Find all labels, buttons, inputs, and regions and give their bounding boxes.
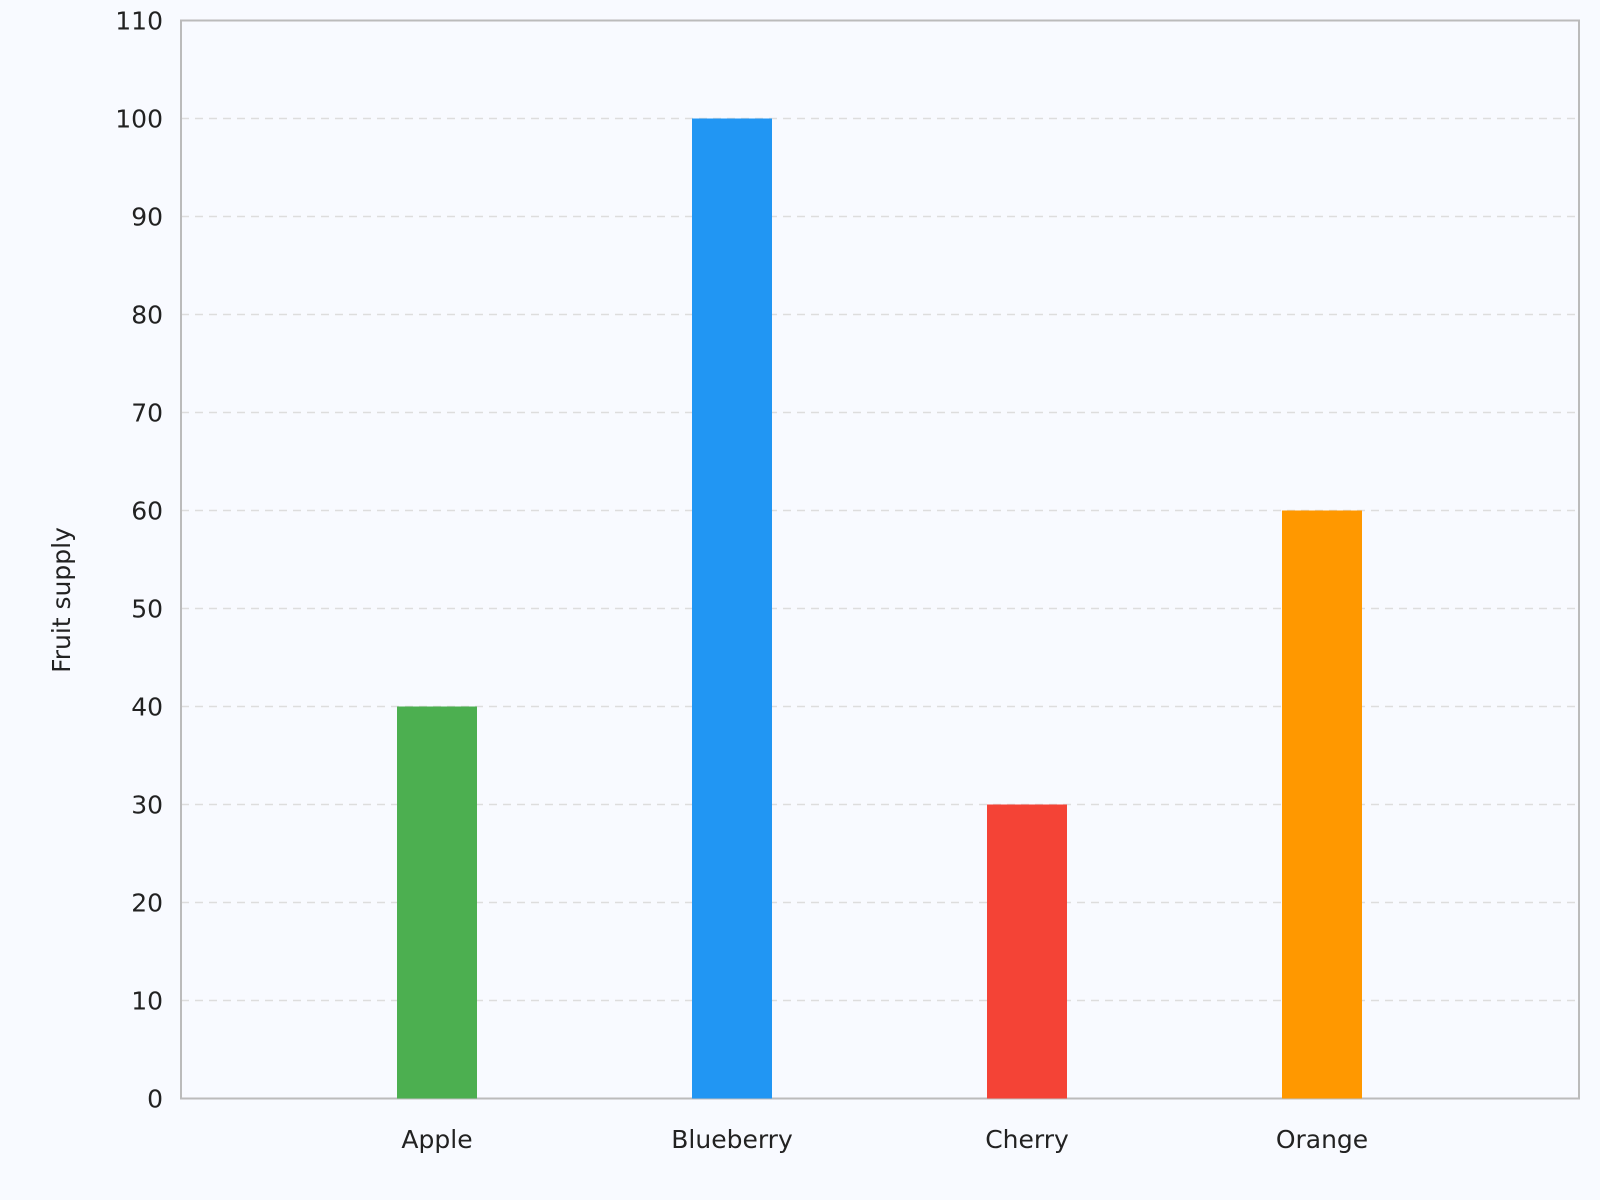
x-tick-label: Cherry [985,1125,1069,1154]
y-tick-label: 110 [115,7,163,36]
y-tick-label: 40 [131,693,163,722]
x-tick-label: Blueberry [671,1125,793,1154]
x-tick-label: Apple [401,1125,472,1154]
y-tick-label: 50 [131,595,163,624]
y-tick-label: 60 [131,497,163,526]
gridlines [181,117,1579,1002]
y-tick-label: 90 [131,203,163,232]
bar-cherry [987,804,1067,1099]
y-tick-label: 10 [131,987,163,1016]
plot-area-frame [180,19,1580,1100]
bars [397,118,1362,1099]
x-tick-label: Orange [1276,1125,1368,1154]
y-tick-label: 100 [115,105,163,134]
y-tick-label: 80 [131,301,163,330]
bar-blueberry [692,118,772,1099]
y-axis-label: Fruit supply [47,527,76,673]
y-tick-label: 0 [147,1085,163,1114]
y-axis-ticks: 0 10 20 30 40 50 60 70 80 90 100 110 [115,7,163,1114]
x-axis-ticks: Apple Blueberry Cherry Orange [401,1125,1368,1154]
y-tick-label: 20 [131,889,163,918]
y-tick-label: 30 [131,791,163,820]
bar-apple [397,706,477,1099]
bar-orange [1282,510,1362,1099]
y-tick-label: 70 [131,399,163,428]
